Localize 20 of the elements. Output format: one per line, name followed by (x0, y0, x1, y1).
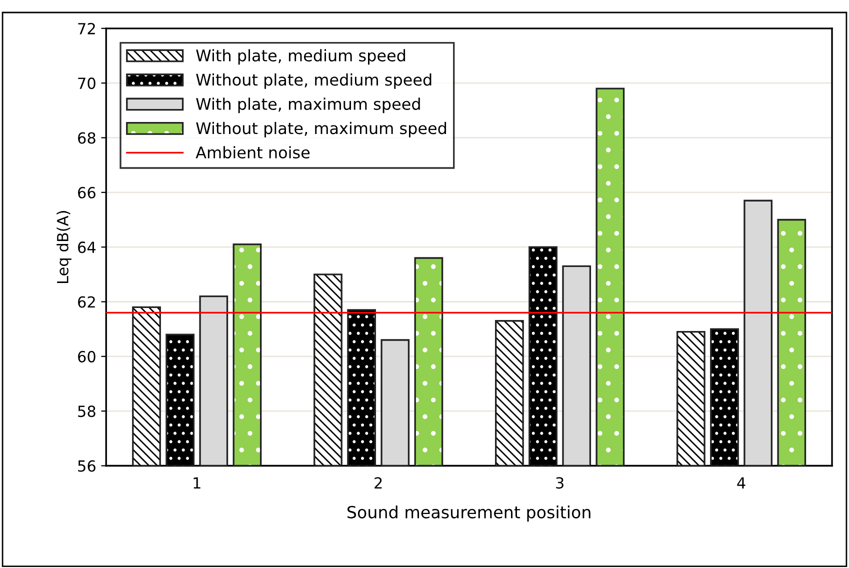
x-tick-label: 4 (737, 477, 746, 488)
legend-label: With plate, maximum speed (196, 98, 420, 114)
y-tick-label: 72 (78, 22, 95, 34)
x-axis-title: Sound measurement position (347, 506, 590, 522)
y-tick-label: 56 (78, 460, 96, 472)
y-tick-label: 70 (78, 78, 96, 90)
y-tick-label: 62 (78, 296, 95, 308)
x-tick-label: 3 (556, 477, 564, 489)
x-tick-label: 1 (194, 477, 200, 488)
legend-label: Ambient noise (196, 146, 310, 158)
legend-label: With plate, medium speed (196, 49, 406, 65)
y-tick-label: 68 (78, 132, 96, 144)
legend-label: Without plate, maximum speed (196, 122, 446, 138)
legend-label: Without plate, medium speed (196, 73, 432, 89)
y-tick-label: 58 (78, 406, 96, 418)
y-axis-title: Leq dB(A) (56, 211, 72, 283)
y-tick-label: 60 (78, 350, 96, 362)
x-tick-label: 2 (374, 477, 382, 488)
y-tick-label: 64 (78, 242, 96, 254)
y-tick-label: 66 (78, 186, 96, 198)
